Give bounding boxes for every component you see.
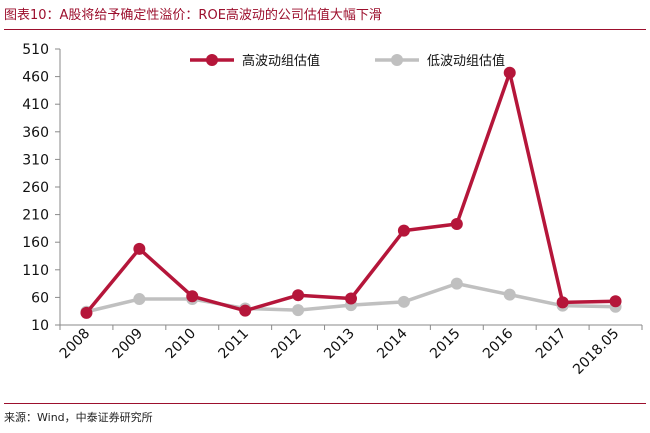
line-chart: 10 60 110 160 210 260 310 360 410 460 510 2008 2009 2…: [22, 42, 643, 378]
y-tick-label: 160: [22, 235, 49, 251]
x-tick-label: 2018.05: [570, 326, 622, 378]
x-tick-label: 2012: [268, 326, 305, 363]
data-point: [186, 290, 199, 303]
data-point: [450, 217, 463, 230]
data-point: [292, 289, 305, 302]
legend-label: 低波动组估值: [427, 53, 505, 69]
data-point: [80, 306, 93, 319]
data-point: [397, 295, 410, 308]
source-note: 来源：Wind，中泰证券研究所: [4, 411, 153, 424]
figure-title: 图表10：A股将给予确定性溢价：ROE高波动的公司估值大幅下滑: [4, 8, 382, 23]
y-tick-label: 210: [22, 208, 49, 224]
data-point: [503, 66, 516, 79]
data-point: [503, 288, 516, 301]
y-tick-label: 310: [22, 152, 49, 168]
x-tick-label: 2009: [110, 326, 147, 363]
legend-label: 高波动组估值: [242, 53, 320, 69]
source-divider: [4, 403, 646, 404]
y-tick-label: 110: [22, 263, 49, 279]
data-point: [239, 304, 252, 317]
x-tick-label: 2013: [321, 326, 358, 363]
x-tick-label: 2017: [533, 326, 570, 363]
title-divider: [4, 29, 646, 30]
data-point: [133, 293, 146, 306]
data-point: [345, 292, 357, 305]
y-tick-label: 460: [22, 70, 49, 86]
series-line: [84, 70, 618, 315]
legend-marker: [391, 54, 403, 66]
y-tick-label: 410: [22, 97, 49, 113]
x-tick-label: 2016: [480, 325, 517, 362]
data-point: [292, 304, 305, 317]
legend-marker: [206, 54, 218, 66]
data-point: [556, 296, 569, 309]
x-tick-label: 2010: [163, 326, 200, 363]
y-tick-label: 510: [22, 42, 49, 58]
x-tick-label: 2014: [374, 325, 411, 362]
x-tick-label: 2015: [427, 326, 464, 363]
data-point: [609, 295, 622, 308]
data-point: [397, 224, 410, 237]
x-tick-label: 2008: [57, 326, 94, 363]
y-tick-label: 10: [31, 318, 49, 334]
data-point: [450, 277, 463, 290]
y-tick-label: 60: [31, 290, 49, 306]
data-point: [133, 242, 146, 255]
y-tick-label: 260: [22, 180, 49, 196]
x-tick-label: 2011: [215, 326, 252, 363]
y-tick-label: 360: [22, 125, 49, 141]
